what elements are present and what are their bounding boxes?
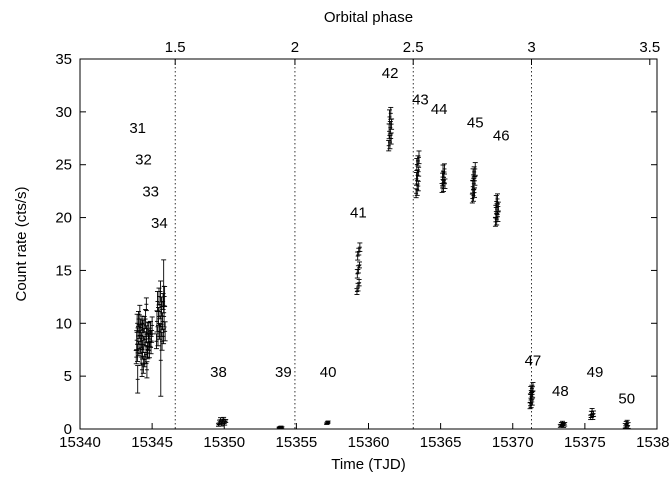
phase-axis-title: Orbital phase — [324, 9, 413, 26]
point-47-6 — [529, 398, 535, 406]
point-41-2 — [355, 251, 361, 261]
y-tick-label-0: 0 — [64, 421, 72, 438]
point-45-7 — [472, 175, 478, 186]
point-outlier-3 — [161, 259, 167, 314]
obs-label-39: 39 — [275, 364, 292, 381]
obs-label-50: 50 — [618, 391, 635, 408]
y-tick-label-3: 15 — [55, 262, 72, 279]
obs-label-47: 47 — [525, 353, 542, 370]
phase-axis-ticks: 1.5 2 2.5 3 3.5 — [165, 39, 660, 65]
point-outlier-2 — [158, 323, 164, 397]
y-tick-label-5: 25 — [55, 157, 72, 174]
phase-tick-label-4: 3.5 — [639, 39, 660, 56]
x-axis-ticks: 15340 15345 15350 15355 15360 15365 15370 15375… — [59, 423, 670, 451]
point-33-7 — [149, 330, 155, 343]
point-42-4 — [387, 120, 393, 135]
point-42-6 — [388, 132, 394, 145]
point-41-1 — [354, 269, 360, 279]
x-tick-label-4: 15360 — [348, 434, 390, 451]
phase-tick-label-0: 1.5 — [165, 39, 186, 56]
x-tick-label-1: 15345 — [131, 434, 173, 451]
point-41-4 — [355, 265, 361, 274]
point-outlier-1 — [143, 297, 149, 312]
obs-label-46: 46 — [493, 127, 510, 144]
point-41-7 — [356, 261, 362, 269]
point-32-11 — [144, 361, 150, 379]
phase-tick-label-2: 2.5 — [403, 39, 424, 56]
obs-label-33: 33 — [142, 183, 159, 200]
obs-label-40: 40 — [320, 364, 337, 381]
point-50-3 — [625, 422, 631, 429]
point-42-3 — [387, 134, 393, 150]
point-41-6 — [356, 279, 362, 287]
x-tick-label-6: 15370 — [492, 434, 534, 451]
obs-label-44: 44 — [431, 101, 448, 118]
point-43-8 — [416, 150, 422, 165]
point-41-0 — [354, 288, 360, 295]
point-41-8 — [357, 242, 363, 252]
point-43-7 — [416, 166, 422, 177]
obs-label-43: 43 — [412, 91, 429, 108]
data-points — [133, 106, 631, 430]
point-40-2 — [325, 420, 331, 424]
phase-tick-label-1: 2 — [291, 39, 299, 56]
point-32-9 — [143, 345, 149, 365]
x-tick-label-0: 15340 — [59, 434, 101, 451]
plot-frame — [79, 58, 658, 430]
point-45-6 — [472, 187, 478, 198]
point-46-3 — [494, 213, 500, 226]
y-axis-ticks: 0 5 10 15 20 25 30 35 — [55, 51, 657, 438]
x-tick-label-5: 15365 — [420, 434, 462, 451]
point-outlier-0 — [135, 365, 141, 394]
point-45-8 — [472, 162, 478, 176]
obs-label-42: 42 — [382, 65, 399, 82]
point-48-4 — [562, 421, 568, 427]
point-33-8 — [149, 316, 155, 335]
x-axis-title: Time (TJD) — [331, 456, 405, 473]
y-tick-label-2: 10 — [55, 315, 72, 332]
y-tick-label-7: 35 — [55, 51, 72, 68]
phase-lines — [174, 59, 532, 429]
y-axis-title: Count rate (cts/s) — [13, 186, 30, 301]
point-42-7 — [389, 118, 395, 130]
point-47-3 — [528, 399, 534, 409]
point-43-6 — [415, 180, 421, 192]
point-38-7 — [223, 419, 229, 423]
point-49-4 — [591, 410, 597, 417]
y-tick-label-6: 30 — [55, 104, 72, 121]
x-tick-label-2: 15350 — [203, 434, 245, 451]
y-tick-label-1: 5 — [64, 368, 72, 385]
point-46-7 — [495, 201, 501, 212]
obs-label-32: 32 — [135, 152, 152, 169]
point-44-5 — [441, 163, 447, 175]
point-44-6 — [442, 178, 448, 189]
obs-label-48: 48 — [552, 383, 569, 400]
obs-label-49: 49 — [587, 364, 604, 381]
point-42-5 — [388, 106, 394, 120]
point-34-8 — [158, 280, 164, 303]
point-41-3 — [355, 282, 361, 292]
point-46-5 — [495, 193, 501, 205]
point-45-3 — [470, 189, 476, 202]
point-33-6 — [148, 340, 154, 355]
obs-label-34: 34 — [151, 215, 168, 232]
y-tick-label-4: 20 — [55, 210, 72, 227]
x-tick-label-3: 15355 — [276, 434, 318, 451]
obs-label-31: 31 — [129, 120, 146, 137]
point-46-6 — [495, 211, 501, 222]
obs-label-45: 45 — [467, 115, 484, 132]
phase-tick-label-3: 3 — [527, 39, 535, 56]
point-47-8 — [530, 382, 536, 392]
obs-label-38: 38 — [210, 364, 227, 381]
obs-label-41: 41 — [350, 205, 367, 222]
point-31-8 — [137, 304, 143, 325]
point-34-17 — [162, 321, 168, 342]
x-tick-label-7: 15375 — [564, 434, 606, 451]
